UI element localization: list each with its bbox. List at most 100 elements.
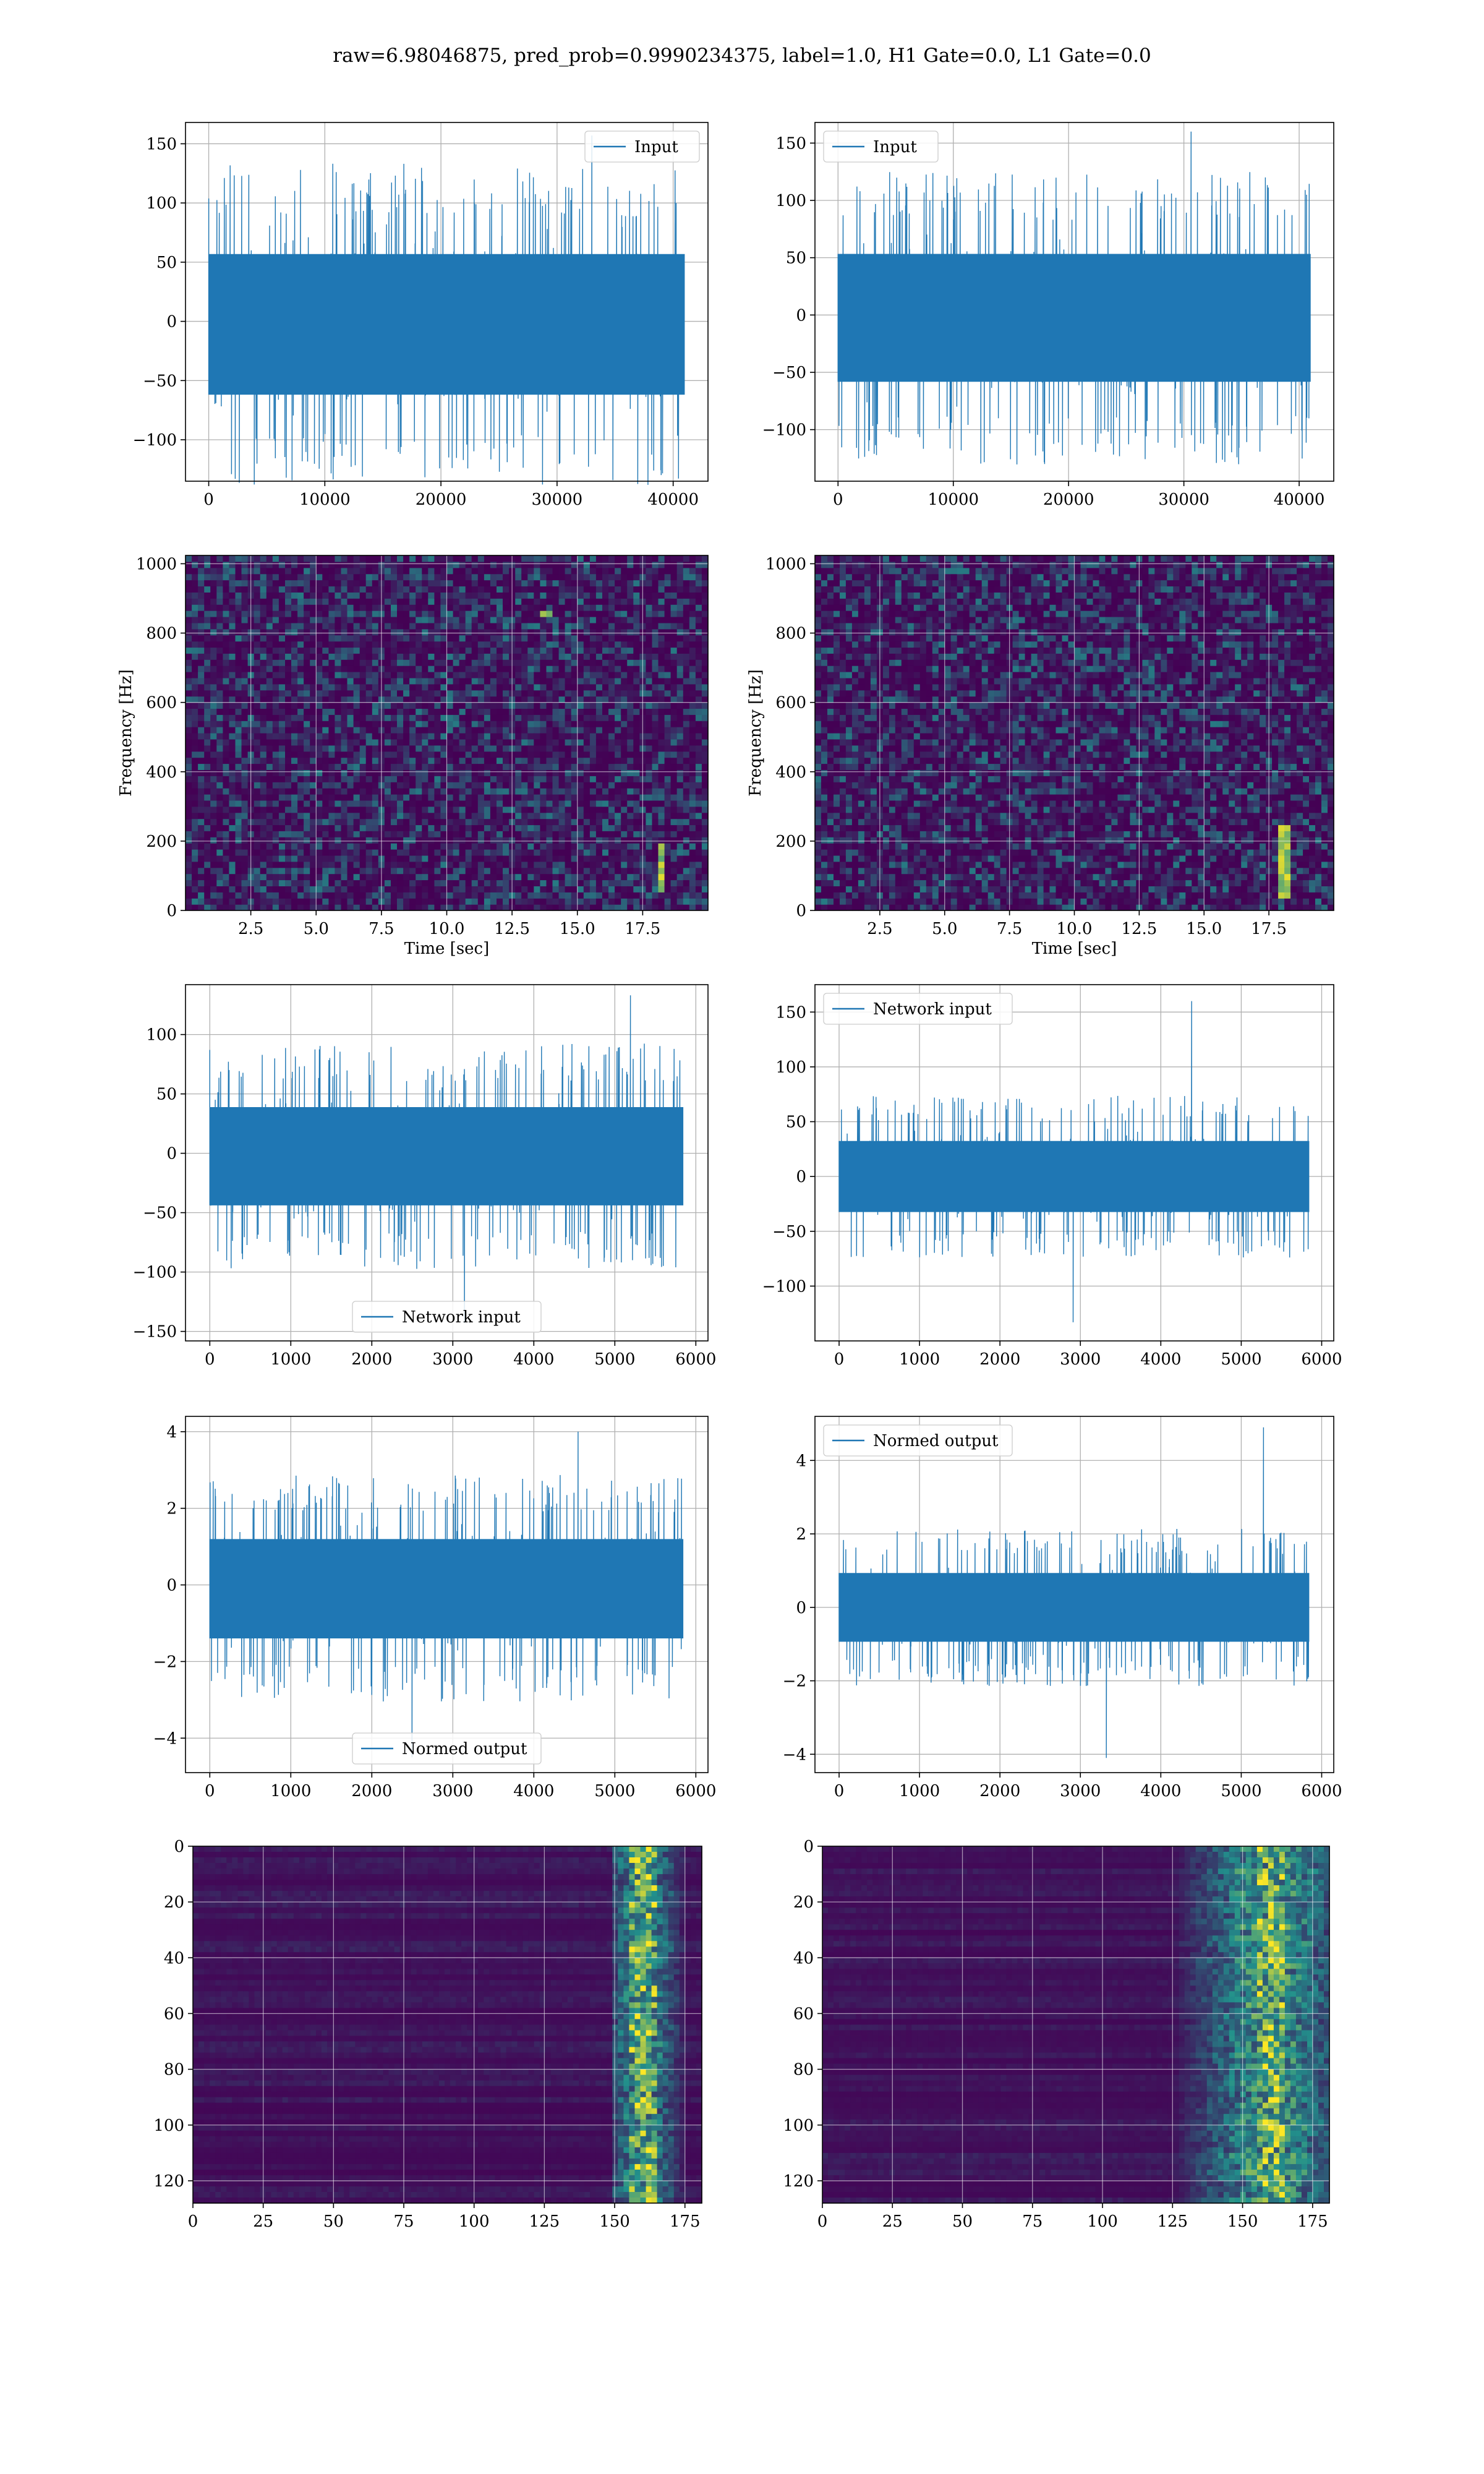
heatmap-cell [353, 592, 360, 599]
heatmap-cell [689, 567, 696, 575]
heatmap-cell [465, 776, 472, 782]
heatmap-cell [422, 757, 429, 764]
heatmap-cell [546, 769, 553, 776]
heatmap-cell [453, 831, 460, 837]
heatmap-cell [328, 794, 336, 801]
heatmap-cell [422, 904, 429, 911]
heatmap-cell [428, 586, 435, 593]
heatmap-cell [670, 635, 678, 642]
heatmap-cell [577, 892, 584, 899]
heatmap-cell [490, 721, 497, 727]
heatmap-cell [552, 641, 560, 648]
heatmap-cell [216, 849, 223, 856]
heatmap-cell [497, 666, 503, 672]
heatmap-cell [546, 904, 553, 911]
heatmap-cell [403, 555, 410, 562]
heatmap-cell [646, 904, 653, 911]
heatmap-cell [627, 702, 634, 709]
heatmap-cell [453, 727, 460, 734]
heatmap-cell [683, 837, 690, 844]
heatmap-cell [521, 617, 528, 623]
heatmap-cell [186, 751, 192, 758]
heatmap-cell [459, 880, 466, 886]
heatmap-cell [229, 733, 236, 740]
heatmap-cell [210, 812, 217, 820]
heatmap-cell [633, 653, 640, 660]
heatmap-cell [695, 849, 702, 856]
heatmap-cell [235, 738, 242, 746]
heatmap-cell [589, 806, 597, 813]
heatmap-cell [316, 849, 323, 856]
heatmap-cell [229, 818, 236, 826]
heatmap-cell [546, 849, 553, 856]
heatmap-cell [571, 837, 578, 844]
heatmap-cell [615, 635, 621, 642]
heatmap-cell [384, 880, 391, 886]
heatmap-cell [260, 672, 267, 678]
heatmap-cell [397, 849, 404, 856]
heatmap-cell [676, 635, 684, 642]
heatmap-cell [384, 745, 391, 752]
axes-frame [814, 122, 1334, 482]
heatmap-cell [497, 653, 503, 660]
heatmap-cell [403, 892, 410, 899]
heatmap-cell [664, 641, 672, 648]
heatmap-cell [664, 892, 672, 899]
heatmap-cell [503, 763, 510, 770]
heatmap-cell [602, 745, 609, 752]
heatmap-cell [446, 592, 454, 599]
heatmap-cell [291, 898, 298, 905]
heatmap-cell [521, 824, 528, 831]
heatmap-cell [490, 812, 497, 820]
heatmap-cell [664, 573, 672, 581]
heatmap-cell [210, 861, 217, 868]
heatmap-cell [204, 769, 211, 776]
heatmap-cell [291, 622, 298, 630]
heatmap-cell [266, 690, 273, 697]
heatmap-cell [595, 873, 603, 881]
heatmap-cell [359, 573, 367, 581]
heatmap-cell [471, 586, 479, 593]
heatmap-cell [422, 782, 429, 789]
heatmap-cell [683, 702, 690, 709]
y-tick-label: 800 [146, 625, 177, 643]
heatmap-cell [695, 610, 702, 617]
heatmap-cell [422, 721, 429, 727]
heatmap-cell [446, 659, 454, 666]
heatmap-cell [695, 586, 702, 593]
heatmap-cell [372, 628, 379, 636]
heatmap-cell [278, 727, 286, 734]
heatmap-cell [229, 738, 236, 746]
heatmap-cell [453, 635, 460, 642]
heatmap-cell [397, 892, 404, 899]
heatmap-cell [615, 867, 621, 875]
heatmap-cell [676, 617, 684, 623]
heatmap-cell [322, 635, 329, 642]
heatmap-cell [204, 653, 211, 660]
heatmap-cell [515, 617, 522, 623]
heatmap-cell [186, 800, 192, 807]
heatmap-cell [204, 861, 211, 868]
heatmap-cell [446, 843, 454, 850]
heatmap-cell [391, 751, 398, 758]
heatmap-cell [664, 727, 672, 734]
heatmap-cell [291, 873, 298, 881]
heatmap-cell [701, 677, 709, 685]
heatmap-cell [335, 714, 342, 721]
heatmap-cell [310, 721, 317, 727]
heatmap-cell [198, 806, 205, 813]
heatmap-cell [416, 818, 422, 826]
heatmap-cell [347, 721, 354, 727]
heatmap-cell [583, 567, 591, 575]
heatmap-cell [272, 721, 279, 727]
heatmap-cell [365, 647, 373, 654]
heatmap-cell [272, 880, 279, 886]
heatmap-cell [347, 849, 354, 856]
heatmap-cell [403, 586, 410, 593]
heatmap-cell [316, 818, 323, 826]
heatmap-cell [297, 769, 304, 776]
heatmap-cell [527, 653, 534, 660]
heatmap-cell [515, 567, 522, 575]
heatmap-cell [372, 586, 379, 593]
heatmap-cell [391, 904, 398, 911]
